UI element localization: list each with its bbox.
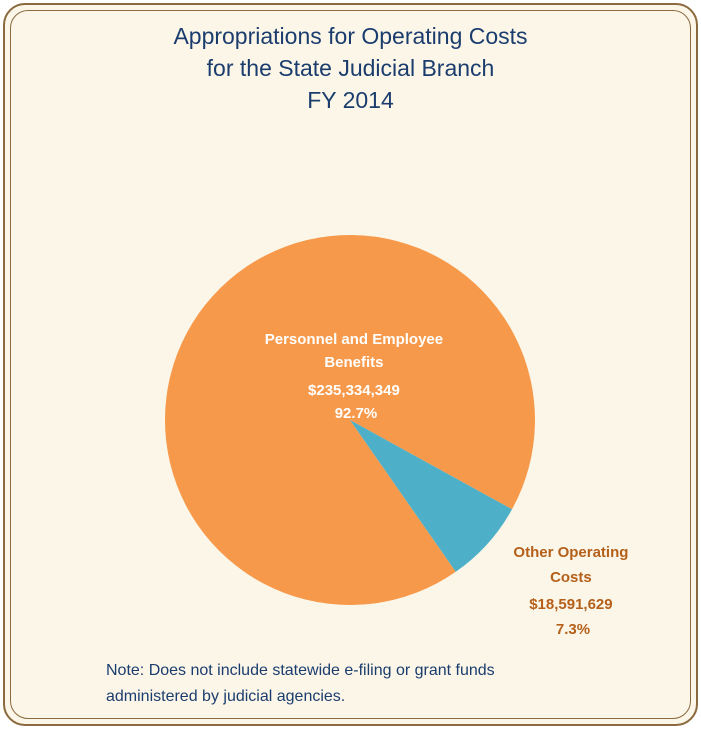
pie-slices [164, 235, 535, 606]
slice-label-other-percent: 7.3% [556, 621, 590, 638]
chart-title-line-3: FY 2014 [307, 87, 394, 113]
pie-slice-other [350, 420, 513, 572]
chart-title-line-1: Appropriations for Operating Costs [173, 23, 528, 49]
slice-label-personnel: Personnel and Employee Benefits $235,334… [265, 331, 448, 422]
slice-label-other-line-1: Other Operating [513, 544, 628, 561]
slice-label-personnel-line-1: Personnel and Employee [265, 331, 443, 348]
chart-note: Note: Does not include statewide e-filin… [106, 658, 666, 710]
chart-frame-inner-border [10, 10, 691, 719]
slice-label-other-line-2: Costs [550, 569, 592, 586]
chart-title: Appropriations for Operating Costs for t… [0, 20, 701, 116]
chart-note-line-1: Note: Does not include statewide e-filin… [106, 662, 495, 679]
chart-title-line-2: for the State Judicial Branch [206, 55, 495, 81]
slice-label-personnel-percent: 92.7% [335, 405, 378, 422]
slice-label-personnel-line-2: Benefits [324, 354, 383, 371]
slice-label-other-amount: $18,591,629 [529, 596, 612, 613]
chart-note-line-2: administered by judicial agencies. [106, 688, 346, 705]
slice-label-other: Other Operating Costs $18,591,629 7.3% [513, 544, 632, 638]
pie-slice-personnel [164, 235, 535, 606]
slice-label-personnel-amount: $235,334,349 [308, 382, 400, 399]
